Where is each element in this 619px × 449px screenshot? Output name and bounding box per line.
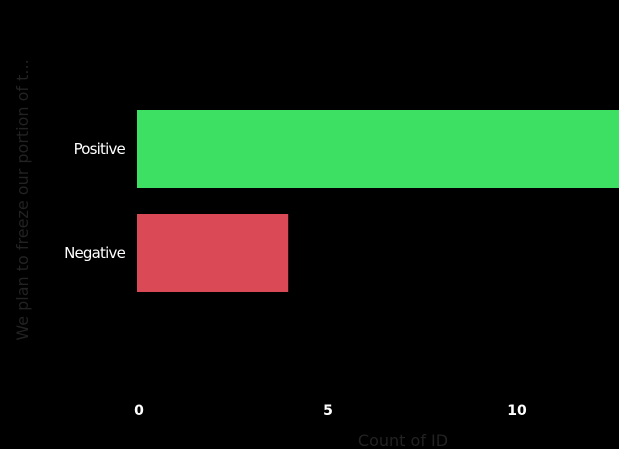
y-axis-title: We plan to freeze our portion of t... (13, 59, 32, 340)
category-labels-group: Positive Negative (64, 140, 126, 262)
x-axis-title: Count of ID (358, 431, 448, 449)
bar-negative[interactable] (137, 214, 289, 292)
bar-positive[interactable] (137, 110, 619, 188)
x-tick-label-10: 10 (507, 403, 527, 419)
category-label-positive: Positive (74, 140, 126, 158)
category-label-negative: Negative (64, 244, 125, 262)
bars-group (137, 110, 619, 292)
x-tick-label-5: 5 (323, 403, 333, 419)
x-tick-labels-group: 0 5 10 (134, 403, 527, 419)
x-tick-label-0: 0 (134, 403, 144, 419)
